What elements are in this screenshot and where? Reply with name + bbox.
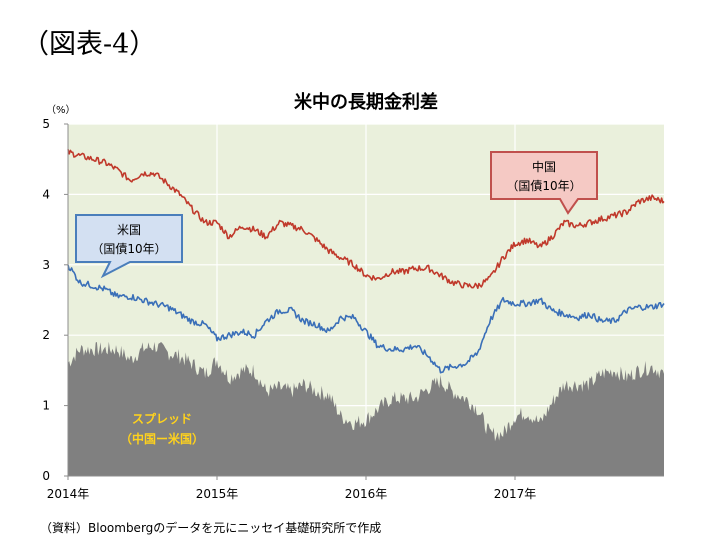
x-tick-label-2: 2016年 <box>345 487 388 501</box>
y-tick-label-4: 4 <box>42 187 50 201</box>
source-note: （資料）Bloombergのデータを元にニッセイ基礎研究所で作成 <box>40 521 382 535</box>
china-callout-text-0: 中国 <box>532 159 556 174</box>
axes-layer: 0 1 2 3 4 5 2014年 2015年 2016年 2017年 <box>42 117 664 501</box>
x-tick-label-1: 2015年 <box>196 487 239 501</box>
x-tick-label-3: 2017年 <box>494 487 537 501</box>
us-callout-text-0: 米国 <box>117 223 141 237</box>
china-callout: 中国 （国債10年） <box>490 151 598 215</box>
y-tick-label-2: 2 <box>42 328 50 342</box>
y-axis-unit-label: （%） <box>46 104 76 116</box>
y-tick-label-1: 1 <box>42 399 50 413</box>
spread-label-1: （中国ー米国） <box>120 431 204 446</box>
spread-area <box>68 341 664 476</box>
china-10y-line <box>67 149 665 289</box>
us-callout-box <box>75 214 183 279</box>
y-tick-label-5: 5 <box>42 117 50 131</box>
us-10y-line <box>67 264 665 374</box>
spread-area-layer <box>68 341 664 476</box>
china-callout-text-1: （国債10年） <box>506 178 581 193</box>
series-lines-layer <box>67 149 665 374</box>
figure-label: （図表-4） <box>22 29 157 60</box>
china-callout-box <box>490 151 598 215</box>
chart-title: 米中の長期金利差 <box>294 91 438 113</box>
y-tick-label-3: 3 <box>42 258 50 272</box>
us-callout-text-1: （国債10年） <box>91 241 166 256</box>
spread-label-0: スプレッド <box>132 411 192 426</box>
us-callout: 米国 （国債10年） <box>75 214 183 279</box>
labels-layer: 中国 （国債10年） 米国 （国債10年） スプレッド （中国ー米国） <box>75 151 598 446</box>
y-tick-label-0: 0 <box>42 469 50 483</box>
x-tick-label-0: 2014年 <box>47 487 90 501</box>
